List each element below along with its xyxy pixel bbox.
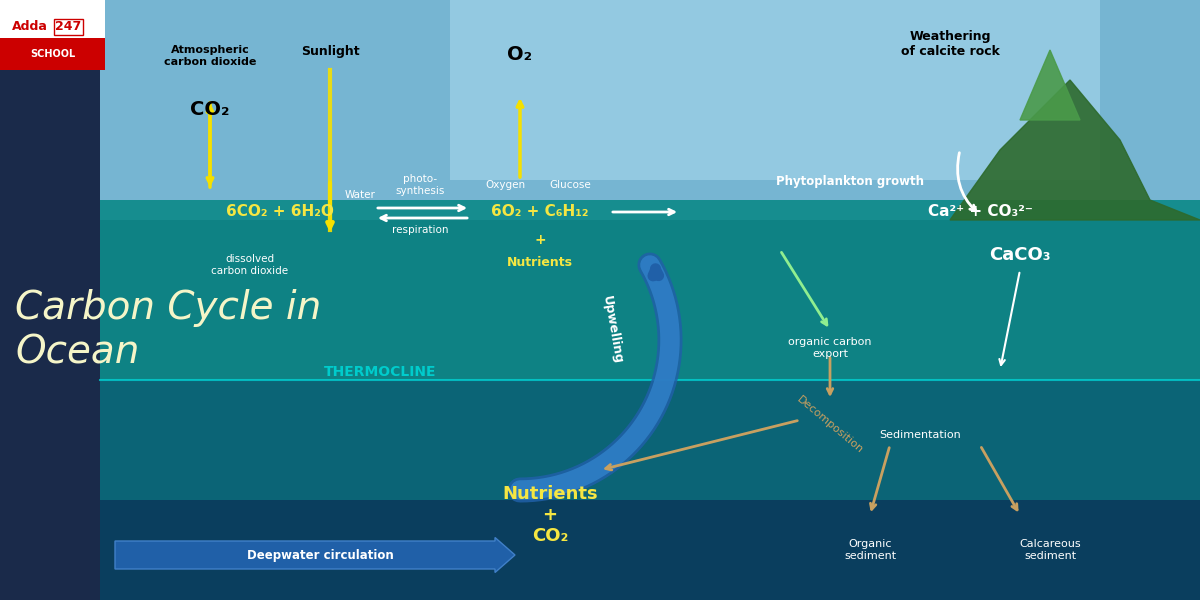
Bar bbox=[100, 500, 1200, 600]
Text: Water: Water bbox=[344, 190, 376, 200]
Text: O₂: O₂ bbox=[508, 45, 533, 64]
Polygon shape bbox=[1020, 50, 1080, 120]
Text: Organic
sediment: Organic sediment bbox=[844, 539, 896, 561]
Bar bbox=[450, 0, 1100, 180]
Bar bbox=[100, 380, 1200, 500]
Text: SCHOOL: SCHOOL bbox=[30, 49, 76, 59]
Text: Calcareous
sediment: Calcareous sediment bbox=[1019, 539, 1081, 561]
Text: Oxygen: Oxygen bbox=[485, 180, 526, 190]
Text: Ca²⁺ + CO₃²⁻: Ca²⁺ + CO₃²⁻ bbox=[928, 205, 1032, 220]
Text: +: + bbox=[534, 233, 546, 247]
Text: Deepwater circulation: Deepwater circulation bbox=[247, 548, 394, 562]
Text: 6CO₂ + 6H₂O: 6CO₂ + 6H₂O bbox=[226, 205, 334, 220]
Bar bbox=[0, 38, 106, 70]
Text: Glucose: Glucose bbox=[550, 180, 590, 190]
FancyArrow shape bbox=[115, 538, 515, 572]
Text: Adda: Adda bbox=[12, 20, 48, 34]
Text: Phytoplankton growth: Phytoplankton growth bbox=[776, 175, 924, 188]
Text: Nutrients
+
CO₂: Nutrients + CO₂ bbox=[502, 485, 598, 545]
Text: Carbon Cycle in
Ocean: Carbon Cycle in Ocean bbox=[14, 289, 322, 371]
Text: CaCO₃: CaCO₃ bbox=[989, 246, 1051, 264]
Text: Weathering
of calcite rock: Weathering of calcite rock bbox=[900, 30, 1000, 58]
Text: CO₂: CO₂ bbox=[191, 100, 229, 119]
Text: photo-
synthesis: photo- synthesis bbox=[395, 174, 445, 196]
Text: organic carbon
export: organic carbon export bbox=[788, 337, 871, 359]
Text: THERMOCLINE: THERMOCLINE bbox=[324, 365, 437, 379]
Text: 247: 247 bbox=[55, 20, 82, 34]
Text: Upwelling: Upwelling bbox=[600, 295, 624, 365]
Bar bbox=[100, 200, 1200, 380]
Polygon shape bbox=[950, 80, 1200, 220]
Text: Sedimentation: Sedimentation bbox=[880, 430, 961, 440]
Text: Decomposition: Decomposition bbox=[794, 394, 865, 455]
Bar bbox=[0, 0, 106, 70]
Bar bbox=[100, 0, 1200, 220]
Text: respiration: respiration bbox=[391, 225, 449, 235]
Text: Nutrients: Nutrients bbox=[508, 256, 574, 269]
Text: Atmospheric
carbon dioxide: Atmospheric carbon dioxide bbox=[164, 45, 256, 67]
Text: dissolved
carbon dioxide: dissolved carbon dioxide bbox=[211, 254, 288, 276]
Text: 6O₂ + C₆H₁₂: 6O₂ + C₆H₁₂ bbox=[491, 205, 589, 220]
Text: Sunlight: Sunlight bbox=[301, 45, 359, 58]
